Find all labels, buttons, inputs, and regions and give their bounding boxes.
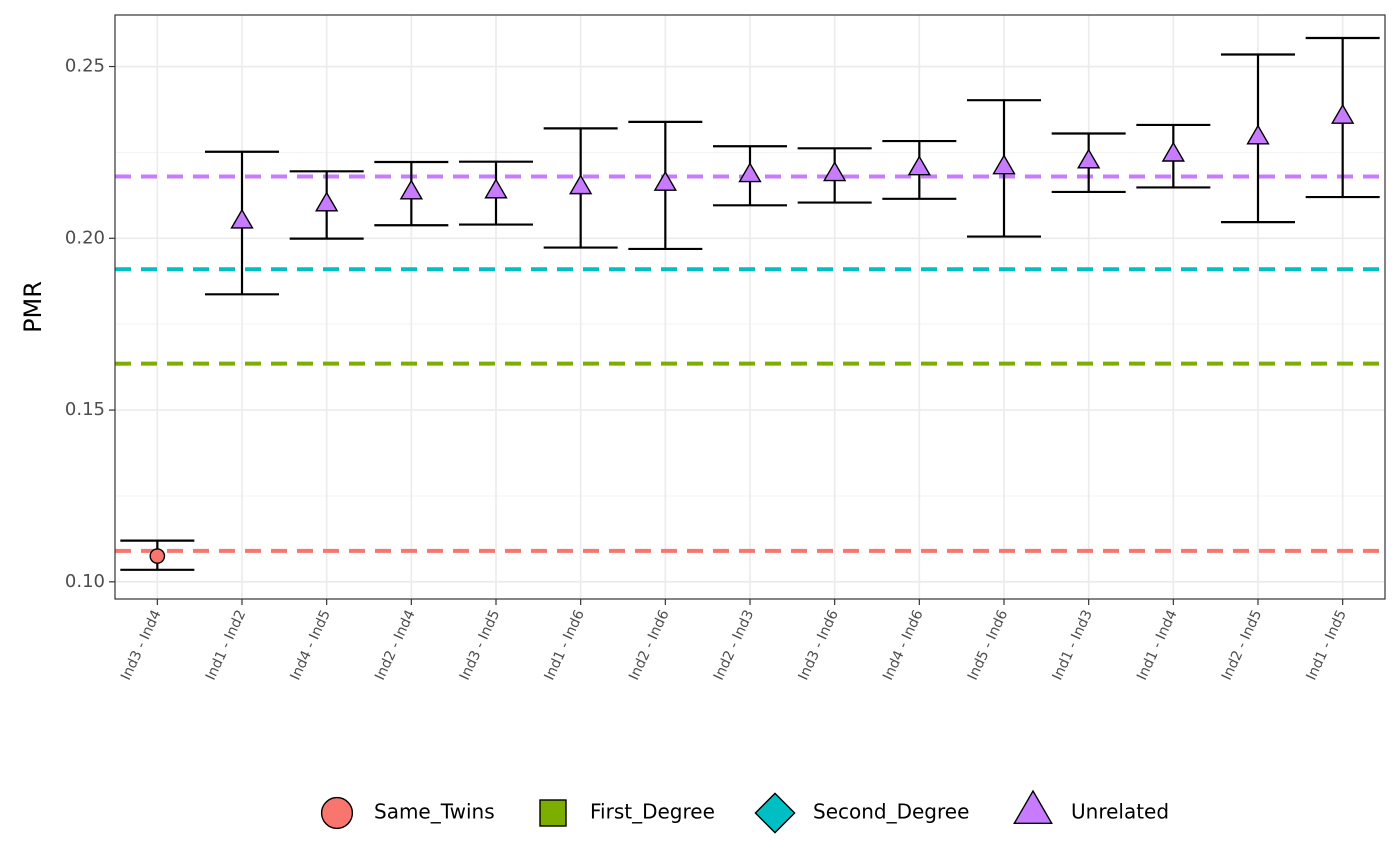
data-point: [823, 161, 847, 182]
x-tick-label: Ind2 - Ind6: [626, 608, 672, 683]
x-tick-label: Ind2 - Ind4: [372, 608, 418, 683]
x-tick-label: Ind2 - Ind5: [1219, 608, 1265, 683]
error-bars: [120, 36, 1380, 571]
legend-key-circle: [320, 796, 354, 830]
grid-lines: [115, 15, 1385, 599]
data-point: [992, 154, 1016, 175]
x-tick-label: Ind3 - Ind6: [795, 608, 841, 683]
legend-key-square: [539, 799, 567, 827]
data-point: [653, 170, 677, 191]
legend-item-first-degree: First_Degree: [539, 799, 715, 827]
x-tick-label: Ind1 - Ind6: [541, 608, 587, 683]
x-tick-label: Ind4 - Ind5: [287, 608, 333, 683]
data-point: [1331, 103, 1355, 124]
data-point: [907, 155, 931, 176]
data-point: [569, 174, 593, 195]
x-tick-label: Ind5 - Ind6: [965, 608, 1011, 683]
legend: Same_Twins First_Degree Second_Degree Unrel…: [320, 789, 1169, 834]
y-tick-label: 0.20: [65, 227, 105, 248]
legend-label: Second_Degree: [813, 800, 969, 824]
legend-item-same-twins: Same_Twins: [320, 796, 495, 830]
data-point: [1246, 124, 1270, 145]
x-tick-label: Ind1 - Ind3: [1049, 608, 1095, 683]
data-point: [1161, 141, 1185, 162]
legend-label: Unrelated: [1071, 800, 1169, 824]
data-points: [149, 103, 1355, 564]
data-point: [149, 548, 166, 564]
x-tick-label: Ind1 - Ind4: [1134, 608, 1180, 683]
data-point: [315, 191, 339, 212]
x-axis: Ind3 - Ind4 Ind1 - Ind2 Ind4 - Ind5 Ind2 - …: [118, 599, 1350, 683]
data-point: [230, 208, 254, 229]
x-tick-label: Ind1 - Ind2: [203, 608, 249, 683]
x-tick-label: Ind3 - Ind5: [457, 608, 503, 683]
legend-label: First_Degree: [590, 800, 715, 824]
y-axis: 0.10 0.15 0.20 0.25: [65, 56, 115, 592]
legend-key-diamond: [754, 792, 796, 834]
x-tick-label: Ind4 - Ind6: [880, 608, 926, 683]
data-point: [399, 179, 423, 200]
x-tick-label: Ind2 - Ind3: [711, 608, 757, 683]
y-tick-label: 0.15: [65, 399, 105, 420]
legend-item-unrelated: Unrelated: [1013, 789, 1169, 824]
legend-item-second-degree: Second_Degree: [754, 792, 969, 834]
y-axis-title: PMR: [19, 281, 47, 333]
x-tick-label: Ind3 - Ind4: [118, 608, 164, 683]
y-tick-label: 0.10: [65, 571, 105, 592]
data-point: [1077, 148, 1101, 169]
data-point: [484, 178, 508, 199]
x-tick-label: Ind1 - Ind5: [1303, 608, 1349, 683]
legend-key-triangle: [1013, 789, 1053, 824]
data-point: [738, 162, 762, 183]
legend-label: Same_Twins: [374, 800, 495, 824]
y-tick-label: 0.25: [65, 56, 105, 77]
